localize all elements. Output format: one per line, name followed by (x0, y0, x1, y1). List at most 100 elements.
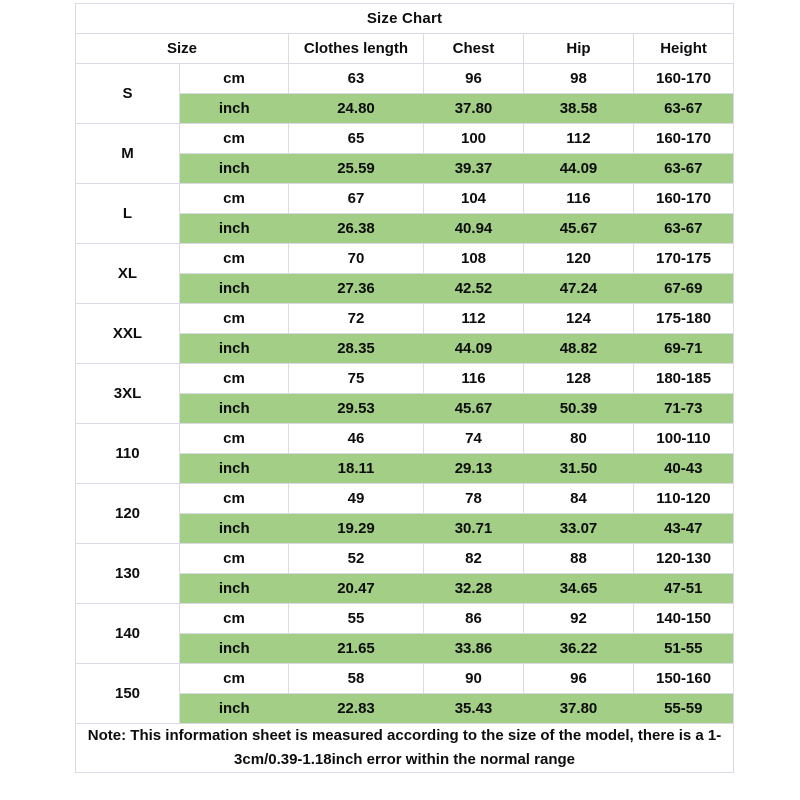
size-label: XXL (75, 303, 180, 364)
size-row-s-inch: inch 24.80 37.80 38.58 63-67 (76, 93, 734, 124)
unit-label-cm: cm (179, 123, 289, 154)
value-cell-cm: 78 (423, 483, 524, 514)
value-cell-inch: 63-67 (633, 213, 734, 244)
size-label: 150 (75, 663, 180, 724)
value-cell-cm: 120 (523, 243, 634, 274)
column-header-chest: Chest (423, 33, 524, 64)
size-row-130-cm: 130 cm 52 82 88 120-130 (75, 543, 735, 604)
value-cell-inch: 31.50 (523, 453, 634, 484)
note-text: Note: This information sheet is measured… (74, 723, 735, 773)
size-row-150-cm: 150 cm 58 90 96 150-160 (75, 663, 735, 724)
unit-label-cm: cm (179, 423, 289, 454)
unit-label-inch: inch (179, 693, 289, 724)
value-cell-inch: 44.09 (423, 333, 524, 364)
value-cell-inch: 63-67 (633, 153, 734, 184)
size-chart-table: Size Chart Size Clothes length Chest Hip… (74, 3, 735, 773)
title-row: Size Chart (74, 3, 735, 34)
value-cell-inch: 67-69 (633, 273, 734, 304)
unit-label-cm: cm (179, 483, 289, 514)
value-cell-inch: 33.86 (423, 633, 524, 664)
unit-label-cm: cm (179, 303, 289, 334)
value-cell-inch: 28.35 (288, 333, 424, 364)
value-cell-inch: 37.80 (423, 93, 524, 124)
page-title: Size Chart (74, 3, 735, 34)
unit-label-inch: inch (179, 213, 289, 244)
value-cell-cm: 90 (423, 663, 524, 694)
value-cell-cm: 96 (523, 663, 634, 694)
size-row-110-cm: 110 cm 46 74 80 100-110 (75, 423, 735, 484)
size-label: L (75, 183, 180, 244)
value-cell-cm: 128 (523, 363, 634, 394)
value-cell-cm: 160-170 (632, 123, 735, 154)
value-cell-inch: 27.36 (288, 273, 424, 304)
value-cell-inch: 47-51 (633, 573, 734, 604)
value-cell-cm: 67 (288, 183, 424, 214)
value-cell-cm: 84 (523, 483, 634, 514)
value-cell-inch: 21.65 (288, 633, 424, 664)
value-cell-inch: 40-43 (633, 453, 734, 484)
value-cell-cm: 175-180 (632, 303, 735, 334)
value-cell-cm: 180-185 (632, 363, 735, 394)
value-cell-inch: 47.24 (523, 273, 634, 304)
value-cell-cm: 112 (523, 123, 634, 154)
value-cell-inch: 35.43 (423, 693, 524, 724)
value-cell-cm: 72 (288, 303, 424, 334)
value-cell-inch: 30.71 (423, 513, 524, 544)
value-cell-cm: 65 (288, 123, 424, 154)
value-cell-inch: 51-55 (633, 633, 734, 664)
value-cell-inch: 48.82 (523, 333, 634, 364)
unit-label-cm: cm (179, 603, 289, 634)
size-row-130-inch: inch 20.47 32.28 34.65 47-51 (76, 573, 734, 604)
value-cell-inch: 55-59 (633, 693, 734, 724)
size-row-140-cm: 140 cm 55 86 92 140-150 (75, 603, 735, 664)
value-cell-cm: 86 (423, 603, 524, 634)
size-row-120-cm: 120 cm 49 78 84 110-120 (75, 483, 735, 544)
size-label: 3XL (75, 363, 180, 424)
value-cell-inch: 36.22 (523, 633, 634, 664)
size-label: M (75, 123, 180, 184)
value-cell-cm: 75 (288, 363, 424, 394)
value-cell-cm: 98 (523, 63, 634, 94)
value-cell-inch: 38.58 (523, 93, 634, 124)
size-row-3xl-inch: inch 29.53 45.67 50.39 71-73 (76, 393, 734, 424)
unit-label-inch: inch (179, 153, 289, 184)
value-cell-inch: 22.83 (288, 693, 424, 724)
unit-label-cm: cm (179, 63, 289, 94)
unit-label-cm: cm (179, 243, 289, 274)
column-header-clothes-length: Clothes length (288, 33, 424, 64)
value-cell-inch: 69-71 (633, 333, 734, 364)
header-row: Size Clothes length Chest Hip Height (75, 33, 735, 64)
value-cell-cm: 160-170 (632, 63, 735, 94)
size-row-3xl-cm: 3XL cm 75 116 128 180-185 (75, 363, 735, 424)
unit-label-inch: inch (179, 573, 289, 604)
size-label: XL (75, 243, 180, 304)
value-cell-cm: 116 (423, 363, 524, 394)
size-label: 140 (75, 603, 180, 664)
size-row-xl-cm: XL cm 70 108 120 170-175 (75, 243, 735, 304)
value-cell-cm: 100 (423, 123, 524, 154)
size-label: S (75, 63, 180, 124)
value-cell-inch: 25.59 (288, 153, 424, 184)
value-cell-inch: 39.37 (423, 153, 524, 184)
value-cell-cm: 88 (523, 543, 634, 574)
value-cell-cm: 112 (423, 303, 524, 334)
value-cell-cm: 52 (288, 543, 424, 574)
value-cell-inch: 24.80 (288, 93, 424, 124)
value-cell-cm: 110-120 (632, 483, 735, 514)
unit-label-cm: cm (179, 183, 289, 214)
size-row-120-inch: inch 19.29 30.71 33.07 43-47 (76, 513, 734, 544)
value-cell-inch: 34.65 (523, 573, 634, 604)
value-cell-cm: 108 (423, 243, 524, 274)
value-cell-cm: 58 (288, 663, 424, 694)
value-cell-cm: 140-150 (632, 603, 735, 634)
unit-label-inch: inch (179, 393, 289, 424)
unit-label-cm: cm (179, 543, 289, 574)
value-cell-cm: 120-130 (632, 543, 735, 574)
size-row-l-inch: inch 26.38 40.94 45.67 63-67 (76, 213, 734, 244)
value-cell-cm: 104 (423, 183, 524, 214)
